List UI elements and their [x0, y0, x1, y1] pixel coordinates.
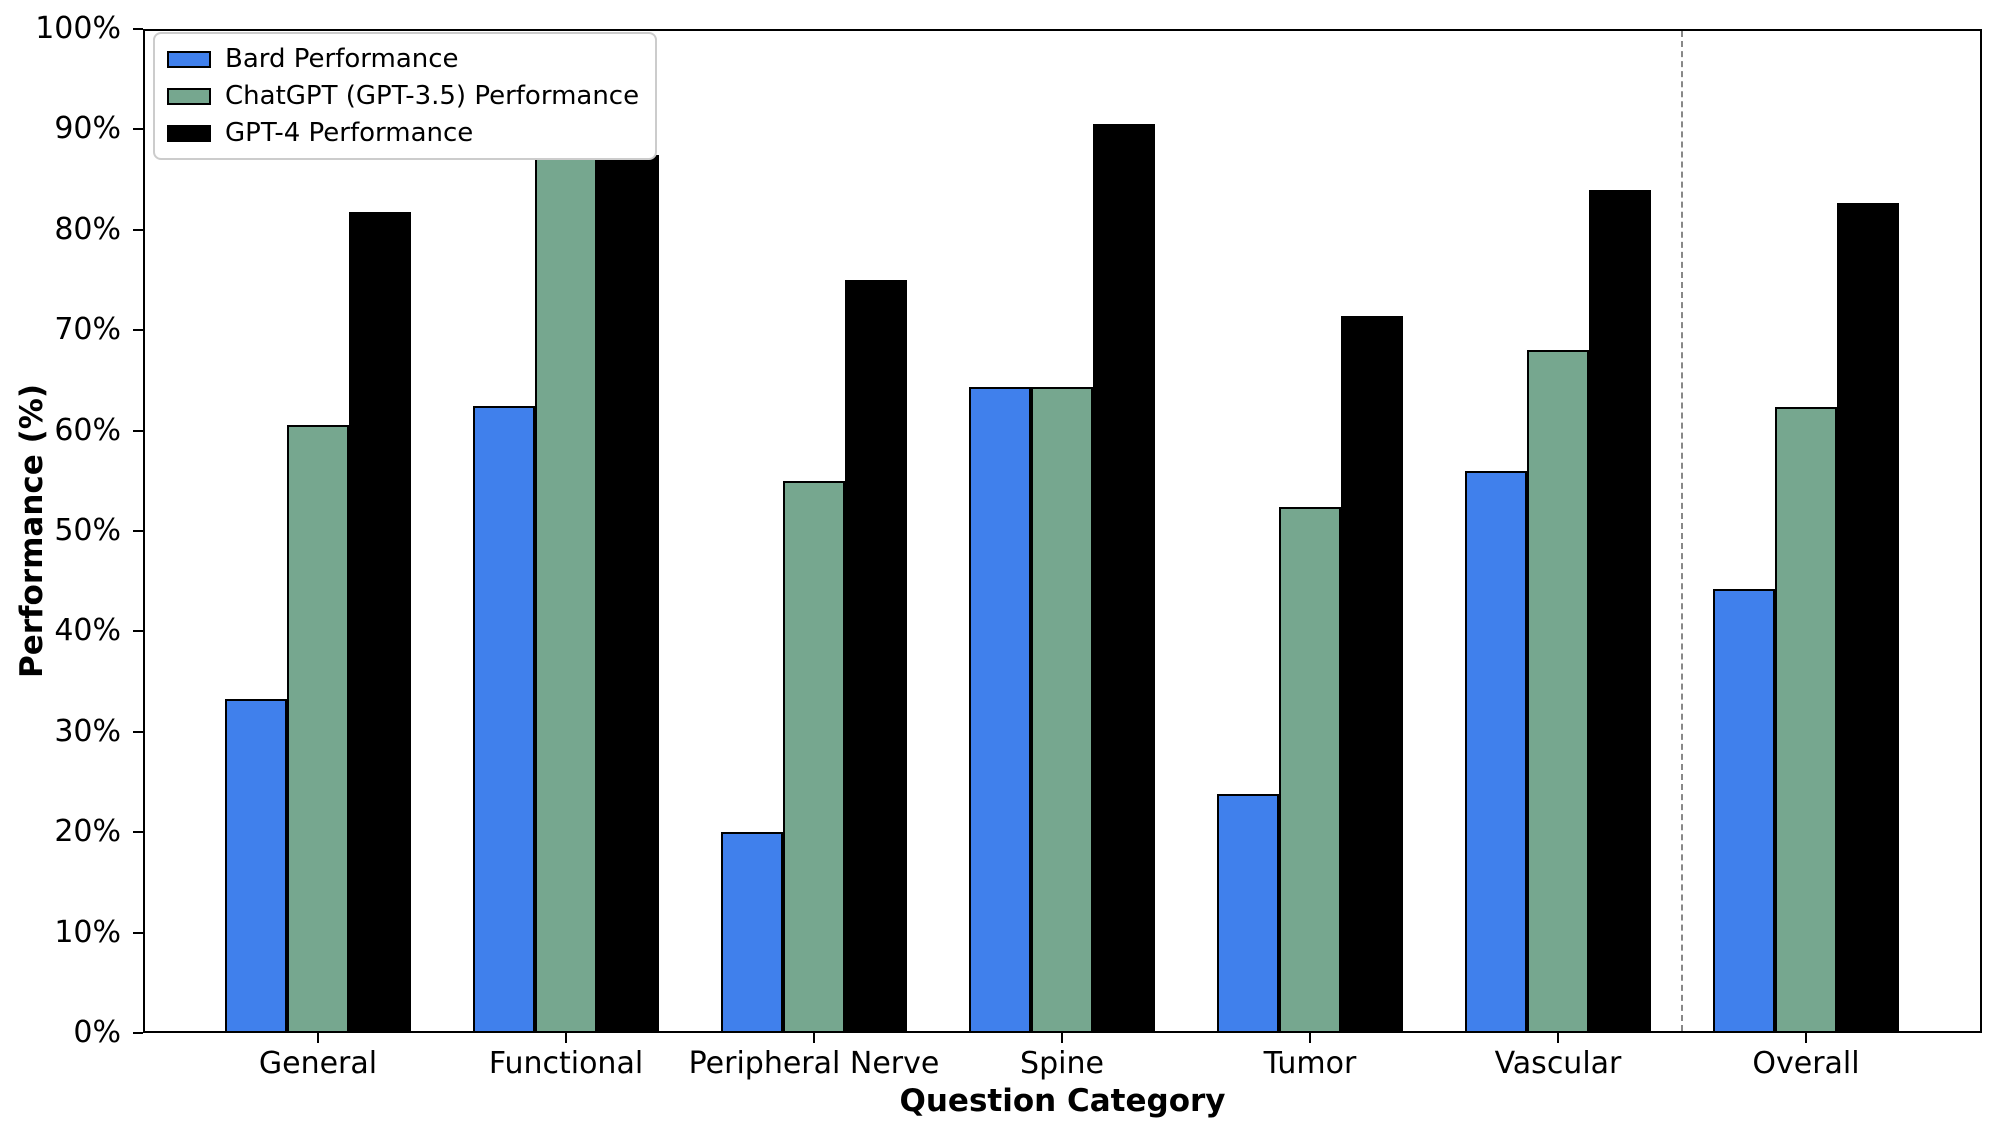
x-tick-mark — [1309, 1033, 1311, 1043]
y-tick-mark — [133, 228, 143, 231]
y-tick-mark — [133, 128, 143, 131]
legend-item-gpt-4-performance: GPT-4 Performance — [167, 118, 639, 148]
y-tick-label: 40% — [54, 613, 121, 649]
legend-item-chatgpt-gpt-3-5-performance: ChatGPT (GPT-3.5) Performance — [167, 81, 639, 111]
bar-chatgpt-gpt-3-5-performance-vascular — [1527, 350, 1589, 1033]
y-tick-mark — [133, 530, 143, 532]
y-tick-label: 90% — [54, 111, 121, 147]
y-tick-label: 20% — [54, 814, 121, 850]
bar-chatgpt-gpt-3-5-performance-peripheral-nerve — [783, 480, 845, 1033]
x-tick-label-general: General — [258, 1046, 378, 1081]
x-tick-mark — [1557, 1033, 1559, 1043]
y-tick-mark — [133, 28, 143, 30]
legend-label: GPT-4 Performance — [225, 118, 474, 148]
x-tick-label-tumor: Tumor — [1263, 1046, 1357, 1081]
y-tick-label: 80% — [54, 211, 121, 247]
bar-chatgpt-gpt-3-5-performance-tumor — [1279, 506, 1341, 1033]
legend-swatch-icon — [167, 124, 211, 142]
bar-chatgpt-gpt-3-5-performance-general — [287, 424, 349, 1033]
y-tick-label: 0% — [73, 1015, 121, 1050]
legend: Bard Performance ChatGPT (GPT-3.5) Perfor… — [153, 32, 658, 160]
bar-gpt-4-performance-overall — [1837, 202, 1899, 1033]
bar-bard-performance-overall — [1713, 589, 1775, 1033]
bar-gpt-4-performance-spine — [1093, 124, 1155, 1033]
category-separator-line — [1681, 31, 1683, 1031]
y-tick-mark — [133, 931, 143, 934]
x-tick-label-peripheral-nerve: Peripheral Nerve — [688, 1046, 940, 1081]
bar-gpt-4-performance-general — [349, 211, 411, 1033]
x-tick-label-functional: Functional — [488, 1046, 644, 1081]
bar-chatgpt-gpt-3-5-performance-functional — [535, 154, 597, 1033]
y-tick-label: 60% — [54, 412, 121, 448]
y-tick-mark — [133, 630, 143, 633]
legend-item-bard-performance: Bard Performance — [167, 44, 639, 74]
x-tick-mark — [1061, 1033, 1063, 1043]
bar-gpt-4-performance-tumor — [1341, 316, 1403, 1033]
x-tick-label-overall: Overall — [1752, 1046, 1860, 1081]
y-tick-label: 50% — [54, 513, 121, 548]
bar-bard-performance-tumor — [1217, 794, 1279, 1033]
bar-bard-performance-general — [225, 698, 287, 1033]
bar-gpt-4-performance-vascular — [1589, 189, 1651, 1033]
x-tick-label-spine: Spine — [1020, 1046, 1104, 1081]
y-tick-mark — [133, 1032, 143, 1034]
x-tick-mark — [317, 1033, 319, 1043]
y-tick-label: 70% — [54, 312, 121, 348]
y-tick-label: 10% — [54, 914, 121, 950]
y-tick-label: 100% — [35, 11, 121, 46]
y-tick-mark — [133, 429, 143, 432]
bar-gpt-4-performance-functional — [597, 154, 659, 1033]
x-tick-mark — [813, 1033, 815, 1043]
y-tick-mark — [133, 730, 143, 733]
bar-bard-performance-vascular — [1465, 470, 1527, 1033]
bar-chatgpt-gpt-3-5-performance-overall — [1775, 406, 1837, 1033]
x-tick-label-vascular: Vascular — [1494, 1046, 1622, 1081]
x-axis-title: Question Category — [899, 1083, 1226, 1119]
bar-bard-performance-spine — [969, 387, 1031, 1033]
x-tick-mark — [565, 1033, 567, 1043]
bar-bard-performance-peripheral-nerve — [721, 832, 783, 1033]
legend-label: ChatGPT (GPT-3.5) Performance — [225, 81, 640, 111]
bar-bard-performance-functional — [473, 405, 535, 1033]
bar-chatgpt-gpt-3-5-performance-spine — [1031, 387, 1093, 1033]
y-tick-mark — [133, 831, 143, 834]
x-tick-mark — [1805, 1033, 1807, 1043]
legend-swatch-icon — [167, 87, 211, 105]
legend-label: Bard Performance — [225, 44, 459, 74]
y-tick-label: 30% — [54, 713, 121, 749]
legend-swatch-icon — [167, 50, 211, 68]
bar-gpt-4-performance-peripheral-nerve — [845, 280, 907, 1033]
y-tick-mark — [133, 329, 143, 332]
